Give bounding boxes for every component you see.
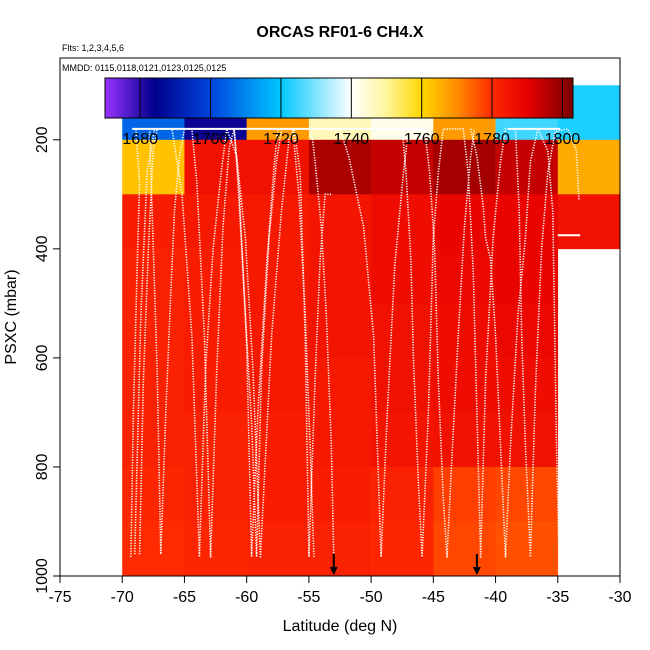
heatmap-cell: 1782 — [122, 357, 185, 413]
y-tick-label: 1000 — [34, 558, 51, 594]
colorbar-tick-label: 1740 — [334, 131, 370, 148]
heatmap-cell: 1786 — [371, 357, 434, 413]
heatmap-cell: 1777 — [495, 466, 559, 522]
heatmap-cell: 1777 — [433, 521, 496, 577]
colorbar-tick-label: 1800 — [545, 131, 581, 148]
heatmap-cell: 1782 — [122, 412, 185, 468]
colorbar: 1680 1700 1720 1740 1760 1780 1800 — [104, 77, 580, 148]
x-tick-label: -55 — [297, 589, 320, 606]
y-axis-label: PSXC (mbar) — [3, 269, 20, 364]
arrow-head — [329, 567, 338, 575]
x-axis-label: Latitude (deg N) — [283, 618, 398, 635]
heatmap-cell: 1781 — [184, 521, 247, 577]
heatmap-cell: 1784 — [246, 248, 310, 304]
x-tick-label: -35 — [546, 589, 569, 606]
flight-track — [138, 128, 332, 558]
flight-track — [469, 128, 560, 558]
heatmap-cell: 1780 — [122, 521, 185, 577]
heatmap-cell: 1776 — [495, 521, 559, 577]
heatmap-cell: 1786 — [557, 194, 621, 250]
x-tick-label: -65 — [173, 589, 196, 606]
heatmap-cell: 1782 — [122, 303, 185, 359]
heatmap-layer: 1705168317681747174217681725172217631786… — [122, 85, 621, 577]
heatmap-cell: 1787 — [371, 194, 434, 250]
heatmap-cell: 1783 — [184, 303, 247, 359]
heatmap-cell: 1788 — [433, 248, 496, 304]
y-tick-label: 400 — [34, 235, 51, 262]
flights-label: Flts: 1,2,3,4,5,6 — [62, 43, 124, 53]
heatmap-cell: 1788 — [495, 303, 559, 359]
heatmap-cell: 1778 — [433, 466, 496, 522]
colorbar-tick-label: 1720 — [263, 131, 299, 148]
heatmap-cell: 1783 — [122, 194, 185, 250]
heatmap-cell: 1782 — [122, 248, 185, 304]
heatmap-cell: 1789 — [495, 248, 559, 304]
x-axis: -75 -70 -65 -60 -55 -50 -45 -40 -35 -30 — [48, 575, 632, 606]
heatmap-cell: 1797 — [308, 139, 372, 195]
heatmap-cell: 1785 — [371, 412, 434, 468]
heatmap-cell: 1782 — [184, 412, 247, 468]
heatmap-cell: 1787 — [433, 357, 496, 413]
colorbar-gradient — [104, 77, 574, 119]
heatmap-cell: 1786 — [433, 412, 496, 468]
heatmap-cell: 1782 — [371, 466, 434, 522]
heatmap-cell: 1794 — [371, 139, 434, 195]
heatmap-cell: 1783 — [246, 466, 310, 522]
heatmap-cell: 1787 — [371, 248, 434, 304]
heatmap-cell: 1784 — [308, 357, 372, 413]
heatmap-cell: 1784 — [308, 412, 372, 468]
flight-track — [401, 128, 580, 558]
colorbar-tick-label: 1760 — [404, 131, 440, 148]
heatmap-cell: 1785 — [308, 248, 372, 304]
heatmap-cell: 1786 — [495, 412, 559, 468]
colorbar-tick-label: 1680 — [122, 131, 158, 148]
x-tick-label: -50 — [360, 589, 383, 606]
heatmap-cell: 1785 — [308, 303, 372, 359]
colorbar-tick-label: 1780 — [474, 131, 510, 148]
heatmap-cell: 1787 — [495, 357, 559, 413]
heatmap-cell: 1787 — [433, 303, 496, 359]
heatmap-cell: 1785 — [308, 194, 372, 250]
heatmap-cell: 1784 — [246, 303, 310, 359]
x-tick-label: -70 — [111, 589, 134, 606]
x-tick-label: -40 — [484, 589, 507, 606]
heatmap-cell: 1783 — [308, 466, 372, 522]
heatmap-cell: 1798 — [433, 139, 496, 195]
y-tick-label: 800 — [34, 453, 51, 480]
heatmap-cell: 1766 — [557, 139, 621, 195]
chart-title: ORCAS RF01-6 CH4.X — [256, 24, 423, 41]
heatmap-cell: 1782 — [246, 521, 310, 577]
heatmap-cell: 1784 — [184, 194, 247, 250]
colorbar-tick-label: 1700 — [193, 131, 229, 148]
heatmap-cell: 1784 — [246, 357, 310, 413]
x-tick-label: -45 — [422, 589, 445, 606]
colorbar-ticks: 1680 1700 1720 1740 1760 1780 1800 — [122, 78, 580, 148]
arrow-head — [472, 567, 481, 575]
heatmap-cell: 1782 — [184, 466, 247, 522]
y-tick-label: 200 — [34, 126, 51, 153]
heatmap-cell: 1782 — [308, 521, 372, 577]
flight-tracks-layer — [130, 127, 581, 558]
dates-label: MMDD: 0115,0118,0121,0123,0125,0125 — [62, 63, 226, 73]
x-tick-label: -75 — [48, 589, 71, 606]
arrows-layer — [329, 554, 481, 575]
x-tick-label: -30 — [608, 589, 631, 606]
x-tick-label: -60 — [235, 589, 258, 606]
heatmap-cell: 1789 — [495, 194, 559, 250]
heatmap-cell: 1786 — [371, 303, 434, 359]
heatmap-cell: 1783 — [184, 248, 247, 304]
y-tick-label: 600 — [34, 344, 51, 371]
y-axis: 200 400 600 800 1000 — [34, 58, 61, 594]
